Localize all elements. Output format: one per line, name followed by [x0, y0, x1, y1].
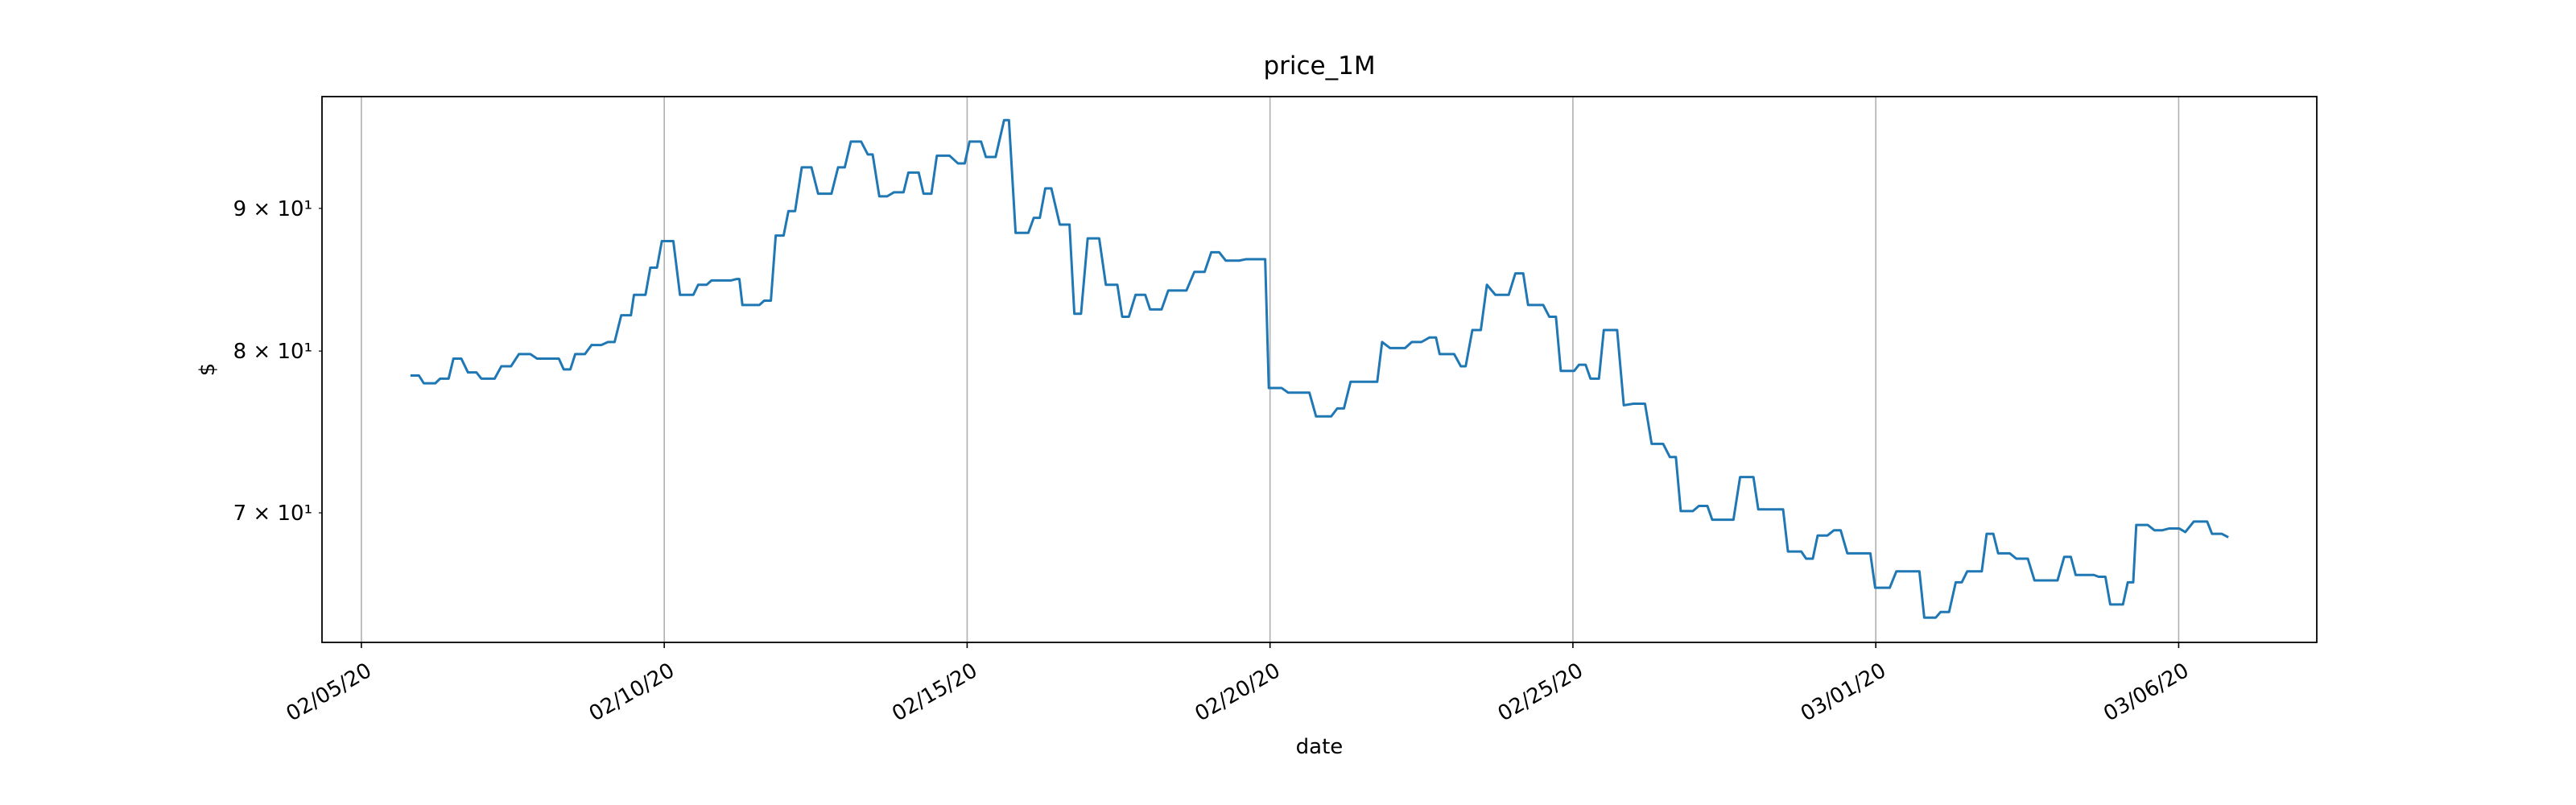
x-tick-label: 02/15/20: [888, 658, 981, 726]
price-line: [410, 118, 2229, 619]
x-tick-label: 03/01/20: [1797, 658, 1890, 726]
y-tick-label: 7 × 10¹: [233, 502, 312, 526]
x-tick-label: 03/06/20: [2099, 658, 2193, 726]
x-tick-label: 02/10/20: [585, 658, 679, 726]
x-tick-label: 02/20/20: [1191, 658, 1284, 726]
y-tick-label: 8 × 10¹: [233, 340, 312, 364]
y-axis-label: $: [196, 363, 220, 377]
axes-frame: [321, 96, 2318, 643]
x-tick-label: 02/25/20: [1494, 658, 1587, 726]
x-axis-label: date: [1296, 735, 1344, 759]
x-tick-label: 02/05/20: [283, 658, 376, 726]
y-tick-label: 9 × 10¹: [233, 197, 312, 221]
chart-title: price_1M: [1263, 52, 1375, 80]
